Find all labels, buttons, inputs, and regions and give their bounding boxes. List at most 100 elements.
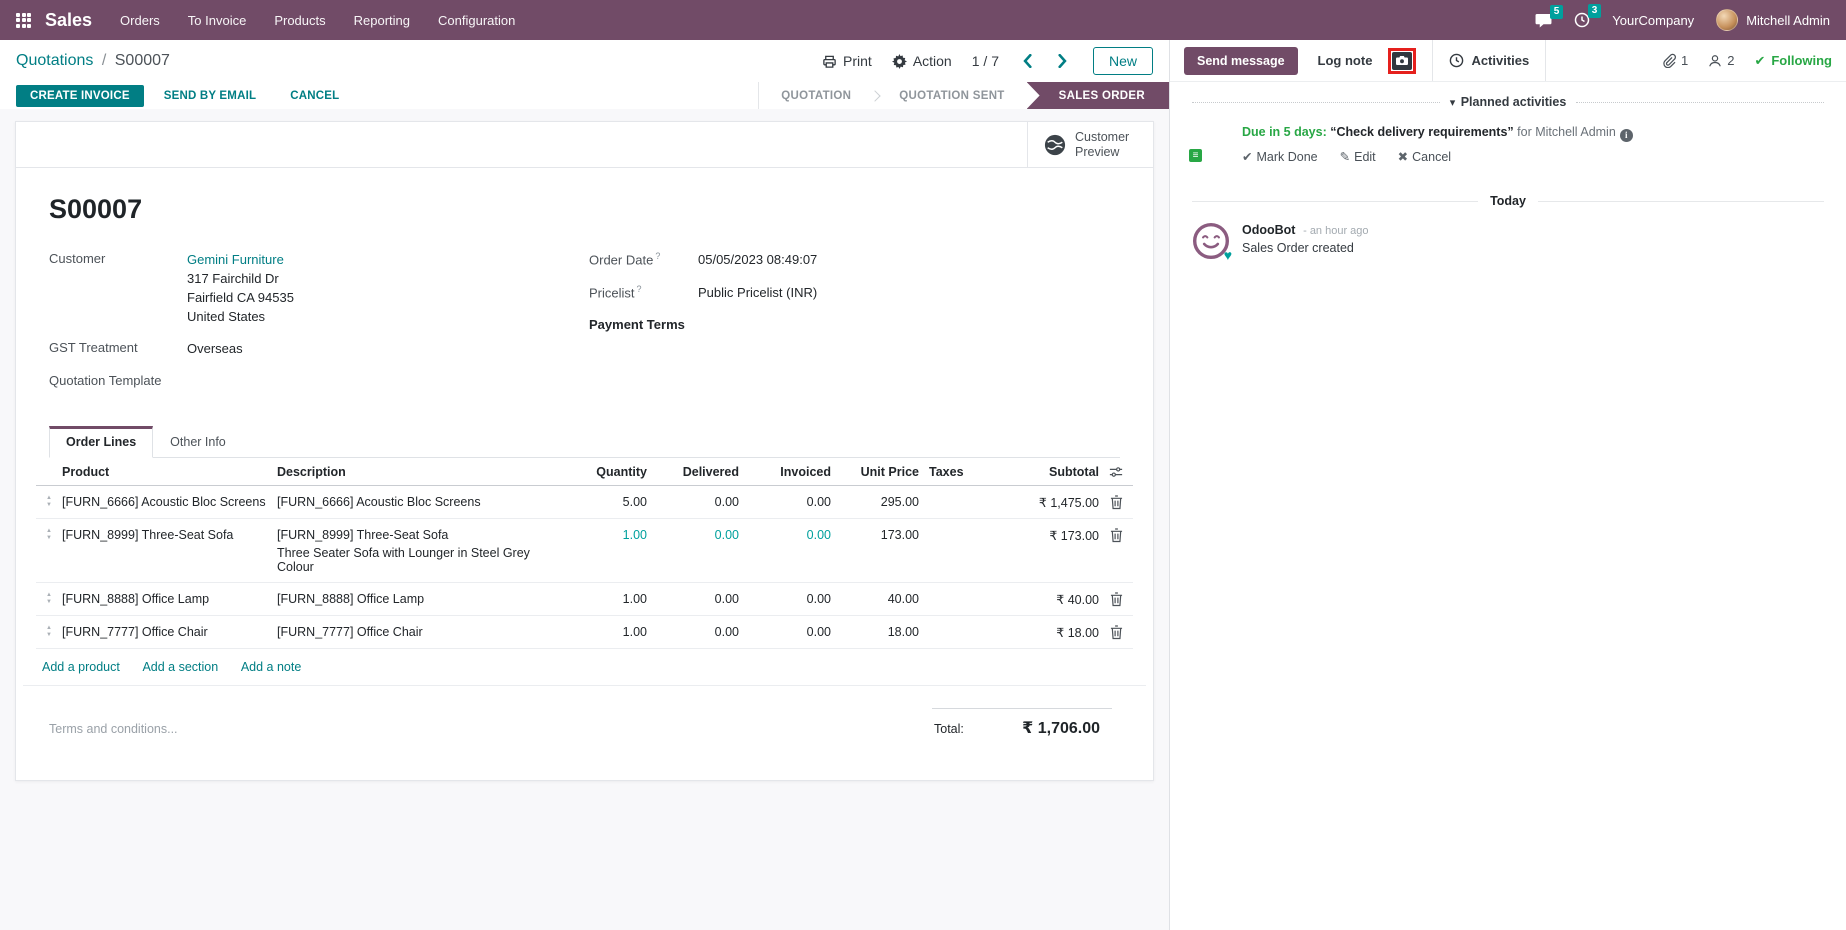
cell-invoiced[interactable]: 0.00 <box>806 592 831 607</box>
delete-row-button[interactable] <box>1099 486 1133 518</box>
cell-delivered[interactable]: 0.00 <box>714 592 739 607</box>
cell-taxes[interactable] <box>919 616 981 633</box>
mark-done-button[interactable]: ✔ Mark Done <box>1242 150 1318 165</box>
tab-order-lines[interactable]: Order Lines <box>49 426 154 459</box>
menu-products[interactable]: Products <box>274 12 326 28</box>
terms-and-conditions-input[interactable]: Terms and conditions... <box>49 722 178 737</box>
cell-subtotal: ₹ 1,475.00 <box>1038 496 1099 511</box>
pager-next-button[interactable] <box>1057 54 1067 68</box>
stage-quotation-sent[interactable]: QUOTATION SENT <box>899 89 1005 102</box>
cell-delivered[interactable]: 0.00 <box>714 528 739 543</box>
message-author[interactable]: OdooBot <box>1242 223 1296 238</box>
red-highlight-box[interactable] <box>1388 47 1417 74</box>
delete-row-button[interactable] <box>1099 583 1133 615</box>
new-button[interactable]: New <box>1092 47 1153 75</box>
cell-unit-price[interactable]: 18.00 <box>887 625 919 640</box>
menu-orders[interactable]: Orders <box>120 12 160 28</box>
menu-to-invoice[interactable]: To Invoice <box>187 12 247 28</box>
cell-product[interactable]: [FURN_8999] Three-Seat Sofa <box>62 528 234 543</box>
print-button[interactable]: Print <box>822 53 872 69</box>
header-taxes[interactable]: Taxes <box>929 465 964 480</box>
action-button[interactable]: Action <box>891 53 952 69</box>
cell-taxes[interactable] <box>919 486 981 503</box>
cell-quantity[interactable]: 5.00 <box>622 495 647 510</box>
cell-product[interactable]: [FURN_8888] Office Lamp <box>62 592 210 607</box>
action-label: Action <box>912 53 952 69</box>
cell-delivered[interactable]: 0.00 <box>714 495 739 510</box>
company-switcher[interactable]: YourCompany <box>1612 12 1695 28</box>
cell-product[interactable]: [FURN_6666] Acoustic Bloc Screens <box>62 495 266 510</box>
cell-description-line2: Three Seater Sofa with Lounger in Steel … <box>277 546 530 575</box>
add-a-section-link[interactable]: Add a section <box>142 660 219 675</box>
cell-quantity[interactable]: 1.00 <box>622 592 647 607</box>
edit-activity-button[interactable]: ✎ Edit <box>1339 150 1376 165</box>
add-a-product-link[interactable]: Add a product <box>42 660 120 675</box>
send-message-button[interactable]: Send message <box>1184 46 1298 75</box>
stage-quotation[interactable]: QUOTATION <box>781 89 852 102</box>
customer-field[interactable]: Gemini Furniture 317 Fairchild Dr Fairfi… <box>187 251 294 326</box>
info-icon[interactable]: i <box>1619 129 1633 143</box>
header-quantity[interactable]: Quantity <box>596 465 647 480</box>
cell-unit-price[interactable]: 173.00 <box>880 528 919 543</box>
activity-summary: “Check delivery requirements” <box>1330 125 1514 139</box>
stage-sales-order[interactable]: SALES ORDER <box>1026 82 1169 109</box>
drag-handle[interactable]: ▲ ▼ <box>46 495 52 508</box>
cell-quantity[interactable]: 1.00 <box>622 528 647 543</box>
cell-description[interactable]: [FURN_6666] Acoustic Bloc Screens <box>277 495 481 510</box>
breadcrumb-quotations[interactable]: Quotations <box>16 52 94 69</box>
activities-icon[interactable]: 3 <box>1574 4 1602 28</box>
pager-previous-button[interactable] <box>1023 54 1033 68</box>
cell-unit-price[interactable]: 40.00 <box>887 592 919 607</box>
log-note-button[interactable]: Log note <box>1317 53 1373 68</box>
cancel-activity-button[interactable]: ✖ Cancel <box>1397 150 1452 165</box>
order-date-field[interactable]: 05/05/2023 08:49:07 <box>698 252 818 267</box>
header-invoiced[interactable]: Invoiced <box>780 465 831 480</box>
paperclip-icon <box>1663 53 1676 68</box>
header-delivered[interactable]: Delivered <box>682 465 739 480</box>
cell-description[interactable]: [FURN_7777] Office Chair <box>277 625 423 640</box>
planned-activities-header[interactable]: ▾ Planned activities <box>1192 95 1824 109</box>
create-invoice-button[interactable]: CREATE INVOICE <box>16 84 144 107</box>
cancel-button[interactable]: CANCEL <box>276 85 353 107</box>
menu-reporting[interactable]: Reporting <box>353 12 411 28</box>
message-timestamp: - an hour ago <box>1303 225 1369 238</box>
drag-handle[interactable]: ▲ ▼ <box>46 592 52 605</box>
optional-columns-button[interactable] <box>1099 458 1133 485</box>
delete-row-button[interactable] <box>1099 519 1133 551</box>
schedule-activity-button[interactable]: Activities <box>1449 53 1529 68</box>
cell-taxes[interactable] <box>919 519 981 536</box>
cell-product[interactable]: [FURN_7777] Office Chair <box>62 625 208 640</box>
drag-handle[interactable]: ▲ ▼ <box>46 528 52 541</box>
drag-handle[interactable]: ▲ ▼ <box>46 625 52 638</box>
apps-grid-icon[interactable] <box>16 12 31 28</box>
cell-unit-price[interactable]: 295.00 <box>880 495 919 510</box>
customer-link[interactable]: Gemini Furniture <box>187 252 284 267</box>
delete-row-button[interactable] <box>1099 616 1133 648</box>
customer-preview-button[interactable]: Customer Preview <box>1027 122 1153 167</box>
cell-description[interactable]: [FURN_8888] Office Lamp <box>277 592 425 607</box>
pricelist-field[interactable]: Public Pricelist (INR) <box>698 284 818 300</box>
followers-button[interactable]: 2 <box>1708 53 1734 68</box>
header-unit-price[interactable]: Unit Price <box>860 465 919 480</box>
cell-quantity[interactable]: 1.00 <box>622 625 647 640</box>
cell-invoiced[interactable]: 0.00 <box>806 495 831 510</box>
header-description[interactable]: Description <box>277 465 346 480</box>
cell-invoiced[interactable]: 0.00 <box>806 625 831 640</box>
add-a-note-link[interactable]: Add a note <box>240 660 302 675</box>
clock-icon <box>1450 53 1464 68</box>
cell-description[interactable]: [FURN_8999] Three-Seat Sofa Three Seater… <box>277 519 567 582</box>
following-button[interactable]: ✔ Following <box>1754 53 1832 69</box>
cell-delivered[interactable]: 0.00 <box>714 625 739 640</box>
cell-taxes[interactable] <box>919 583 981 600</box>
gst-treatment-field[interactable]: Overseas <box>187 341 243 357</box>
send-by-email-button[interactable]: SEND BY EMAIL <box>150 85 270 107</box>
header-product[interactable]: Product <box>62 465 110 480</box>
cell-invoiced[interactable]: 0.00 <box>806 528 831 543</box>
header-subtotal[interactable]: Subtotal <box>1049 465 1099 480</box>
user-menu[interactable]: Mitchell Admin <box>1716 9 1830 31</box>
app-name[interactable]: Sales <box>45 9 93 30</box>
menu-configuration[interactable]: Configuration <box>438 12 516 28</box>
tab-other-info[interactable]: Other Info <box>170 435 226 450</box>
messages-icon[interactable]: 5 <box>1535 4 1564 28</box>
attachments-button[interactable]: 1 <box>1662 53 1688 68</box>
